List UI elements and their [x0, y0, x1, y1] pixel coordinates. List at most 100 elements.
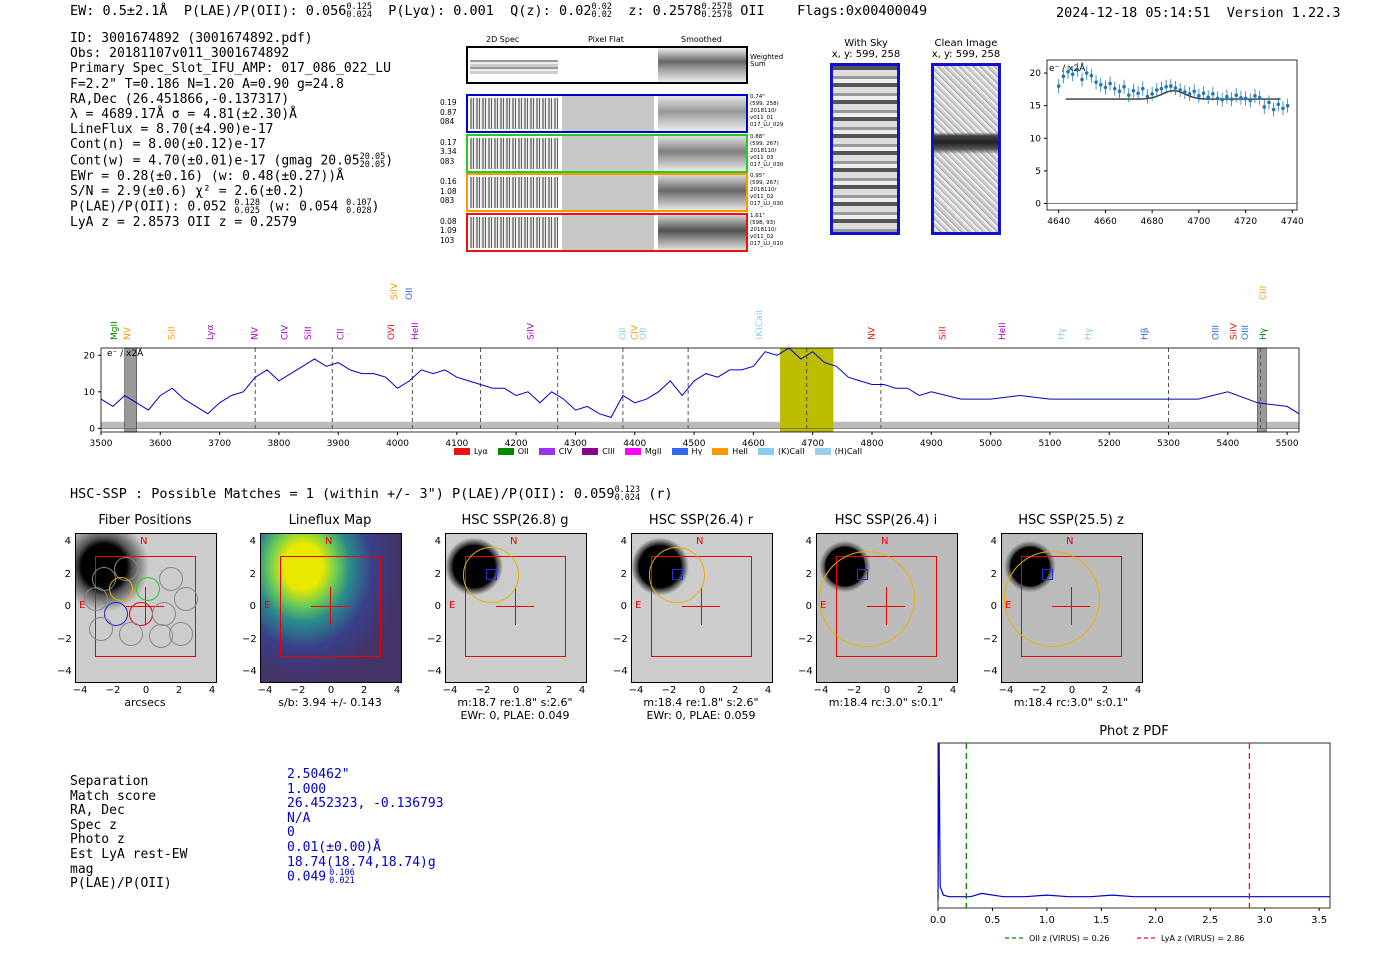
hsc-ytick-label: −4 [427, 666, 442, 677]
east-label: E [264, 600, 271, 611]
legend-item: (K)CaII [757, 447, 805, 456]
match-value: 0 [287, 825, 295, 841]
spectrum-masked-band [1257, 347, 1267, 433]
hsc-xtick-label: 4 [949, 685, 957, 696]
match-plae-bounds: 0.106 0.021 [329, 869, 355, 886]
zoom-data-point [1126, 93, 1131, 98]
fiber-circle [89, 617, 113, 641]
hsc-ytick-label: 0 [805, 601, 812, 612]
hsc-ytick-label: 0 [434, 601, 441, 612]
spectrum-legend: Lyα OII CIV CIII MgII Hγ HeII (K)CaII (H)CaII [454, 447, 872, 456]
fiber-row-right-info: 1.61" (598, 93) 2018110/ v011_02 017_LU_… [750, 212, 784, 247]
legend-label: MgII [644, 447, 662, 456]
zoom-data-point [1140, 86, 1145, 91]
aperture-box [651, 556, 752, 657]
zoom-data-point [1197, 94, 1201, 98]
plae-value: P(LAE)/P(OII): 0.056 [183, 3, 347, 19]
zoom-ytick-label: 5 [1035, 167, 1041, 177]
spectrum-ytick-label: 10 [84, 388, 96, 398]
zoom-data-point [1061, 74, 1066, 79]
zoom-plot-layer: 0 5 10 15 20 4640 4660 4680 4700 4720 4740 [1030, 62, 1304, 227]
hsc-ytick-label: −2 [983, 633, 998, 645]
zoom-data-point [1248, 98, 1253, 103]
spectrum-line-label: Hγ [1057, 327, 1067, 340]
hsc-xtick-label: 0 [512, 685, 520, 696]
hsc-ytick-label: 2 [990, 568, 997, 580]
legend-item: Hγ [671, 447, 702, 456]
full-spectrum-chart: e⁻ / x2Å 0 10 20 3500 3600 3700 3800 3900 4000 410… [84, 282, 1300, 449]
hsc-ytick-label: 2 [805, 568, 812, 580]
spectrum-line-label: CIV [280, 324, 290, 340]
source-marker [857, 569, 868, 580]
spectrum-upper-line-label: CIII [1259, 286, 1269, 300]
zoom-data-point [1131, 88, 1136, 93]
hsc-xtick-label: 2 [731, 685, 739, 696]
hsc-ytick-label: 0 [990, 601, 997, 612]
spectrum-ytick-label: 20 [84, 351, 96, 361]
hsc-xtick-label: 0 [1068, 685, 1076, 696]
hsc-xtick-label: −2 [1031, 685, 1047, 696]
fiber-circle [169, 622, 193, 646]
legend-swatch [757, 448, 774, 455]
fiber-circle [104, 602, 128, 626]
zoom-data-point [1206, 95, 1211, 99]
sum-2d-spec [470, 60, 558, 74]
plae-lo1: 0.025 [234, 206, 260, 217]
zoom-data-point [1098, 82, 1103, 87]
spectrum-line-label: OIII [1241, 325, 1251, 340]
spectrum-xtick-label: 4700 [801, 439, 824, 449]
hsc-xtick-label: 4 [578, 685, 586, 696]
zoom-data-point [1117, 89, 1122, 94]
spectrum-noise-band [101, 421, 1299, 429]
spectrum-xtick-label: 4200 [505, 439, 528, 449]
info-sn: S/N = 2.9(±0.6) χ² = 2.6(±0.2) [70, 183, 305, 199]
zoom-data-point [1159, 86, 1164, 91]
detection-info: ID: 3001674892 (3001674892.pdf) Obs: 201… [70, 31, 393, 230]
crosshair-v [330, 587, 331, 625]
hsc-xtick-label: 4 [393, 685, 401, 696]
fiber-circle [136, 577, 160, 601]
hsc-ytick-label: 0 [249, 601, 256, 612]
datetime: 2024-12-18 05:14:51 [1056, 5, 1211, 21]
legend-swatch [671, 448, 688, 455]
spectrum-plot-layer: e⁻ / x2Å 0 10 20 3500 3600 3700 3800 3900 4000 410… [84, 282, 1300, 449]
match-label: Est LyA rest-EW [70, 846, 188, 862]
hsc-panel-title: HSC SSP(26.8) g [461, 513, 569, 528]
spectrum-line-label: SiII [939, 326, 949, 340]
hsc-summary: HSC-SSP : Possible Matches = 1 (within +… [70, 486, 673, 503]
with-sky-title: With Sky [844, 38, 888, 49]
spectrum-line-label: SiIV [1229, 322, 1239, 340]
plae-lower: 0.024 [346, 10, 372, 20]
spectrum-xtick-label: 4900 [920, 439, 943, 449]
hsc-xtick-label: 0 [327, 685, 335, 696]
match-value: N/A [287, 810, 311, 826]
photz-plot-layer: 0.0 0.5 1.0 1.5 2.0 2.5 3.0 3.5 OII z (VIRUS) = … [930, 742, 1331, 943]
pdf-series-line [937, 743, 1330, 901]
zoom-data-point [1066, 69, 1070, 74]
north-label: N [510, 536, 518, 547]
east-label: E [635, 600, 642, 611]
pdf-xtick-label: 3.0 [1257, 915, 1273, 926]
version: Version 1.22.3 [1226, 5, 1341, 21]
plae-w-text: (w: 0.054 [267, 199, 339, 215]
hsc-xtick-label: −4 [998, 685, 1014, 696]
aperture-box [280, 556, 381, 657]
hsc-summary-lo: 0.024 [614, 493, 641, 503]
zoom-data-point [1056, 84, 1061, 88]
hsc-summary-text: HSC-SSP : Possible Matches = 1 (within +… [70, 486, 615, 502]
zoom-xtick-label: 4660 [1094, 217, 1117, 227]
legend-label: Lyα [474, 447, 488, 456]
spectrum-line-label: Hβ [1140, 327, 1150, 340]
zoom-data-point [1089, 73, 1094, 78]
spectrum-unit-label: e⁻ / x2Å [107, 347, 144, 359]
zoom-data-point [1192, 89, 1196, 94]
hsc-caption-1: s/b: 3.94 +/- 0.143 [278, 696, 382, 709]
spectrum-xtick-label: 3800 [267, 439, 290, 449]
pdf-legend-label: OII z (VIRUS) = 0.26 [1029, 934, 1109, 943]
hsc-xtick-label: 2 [545, 685, 553, 696]
hsc-xtick-label: 2 [360, 685, 368, 696]
